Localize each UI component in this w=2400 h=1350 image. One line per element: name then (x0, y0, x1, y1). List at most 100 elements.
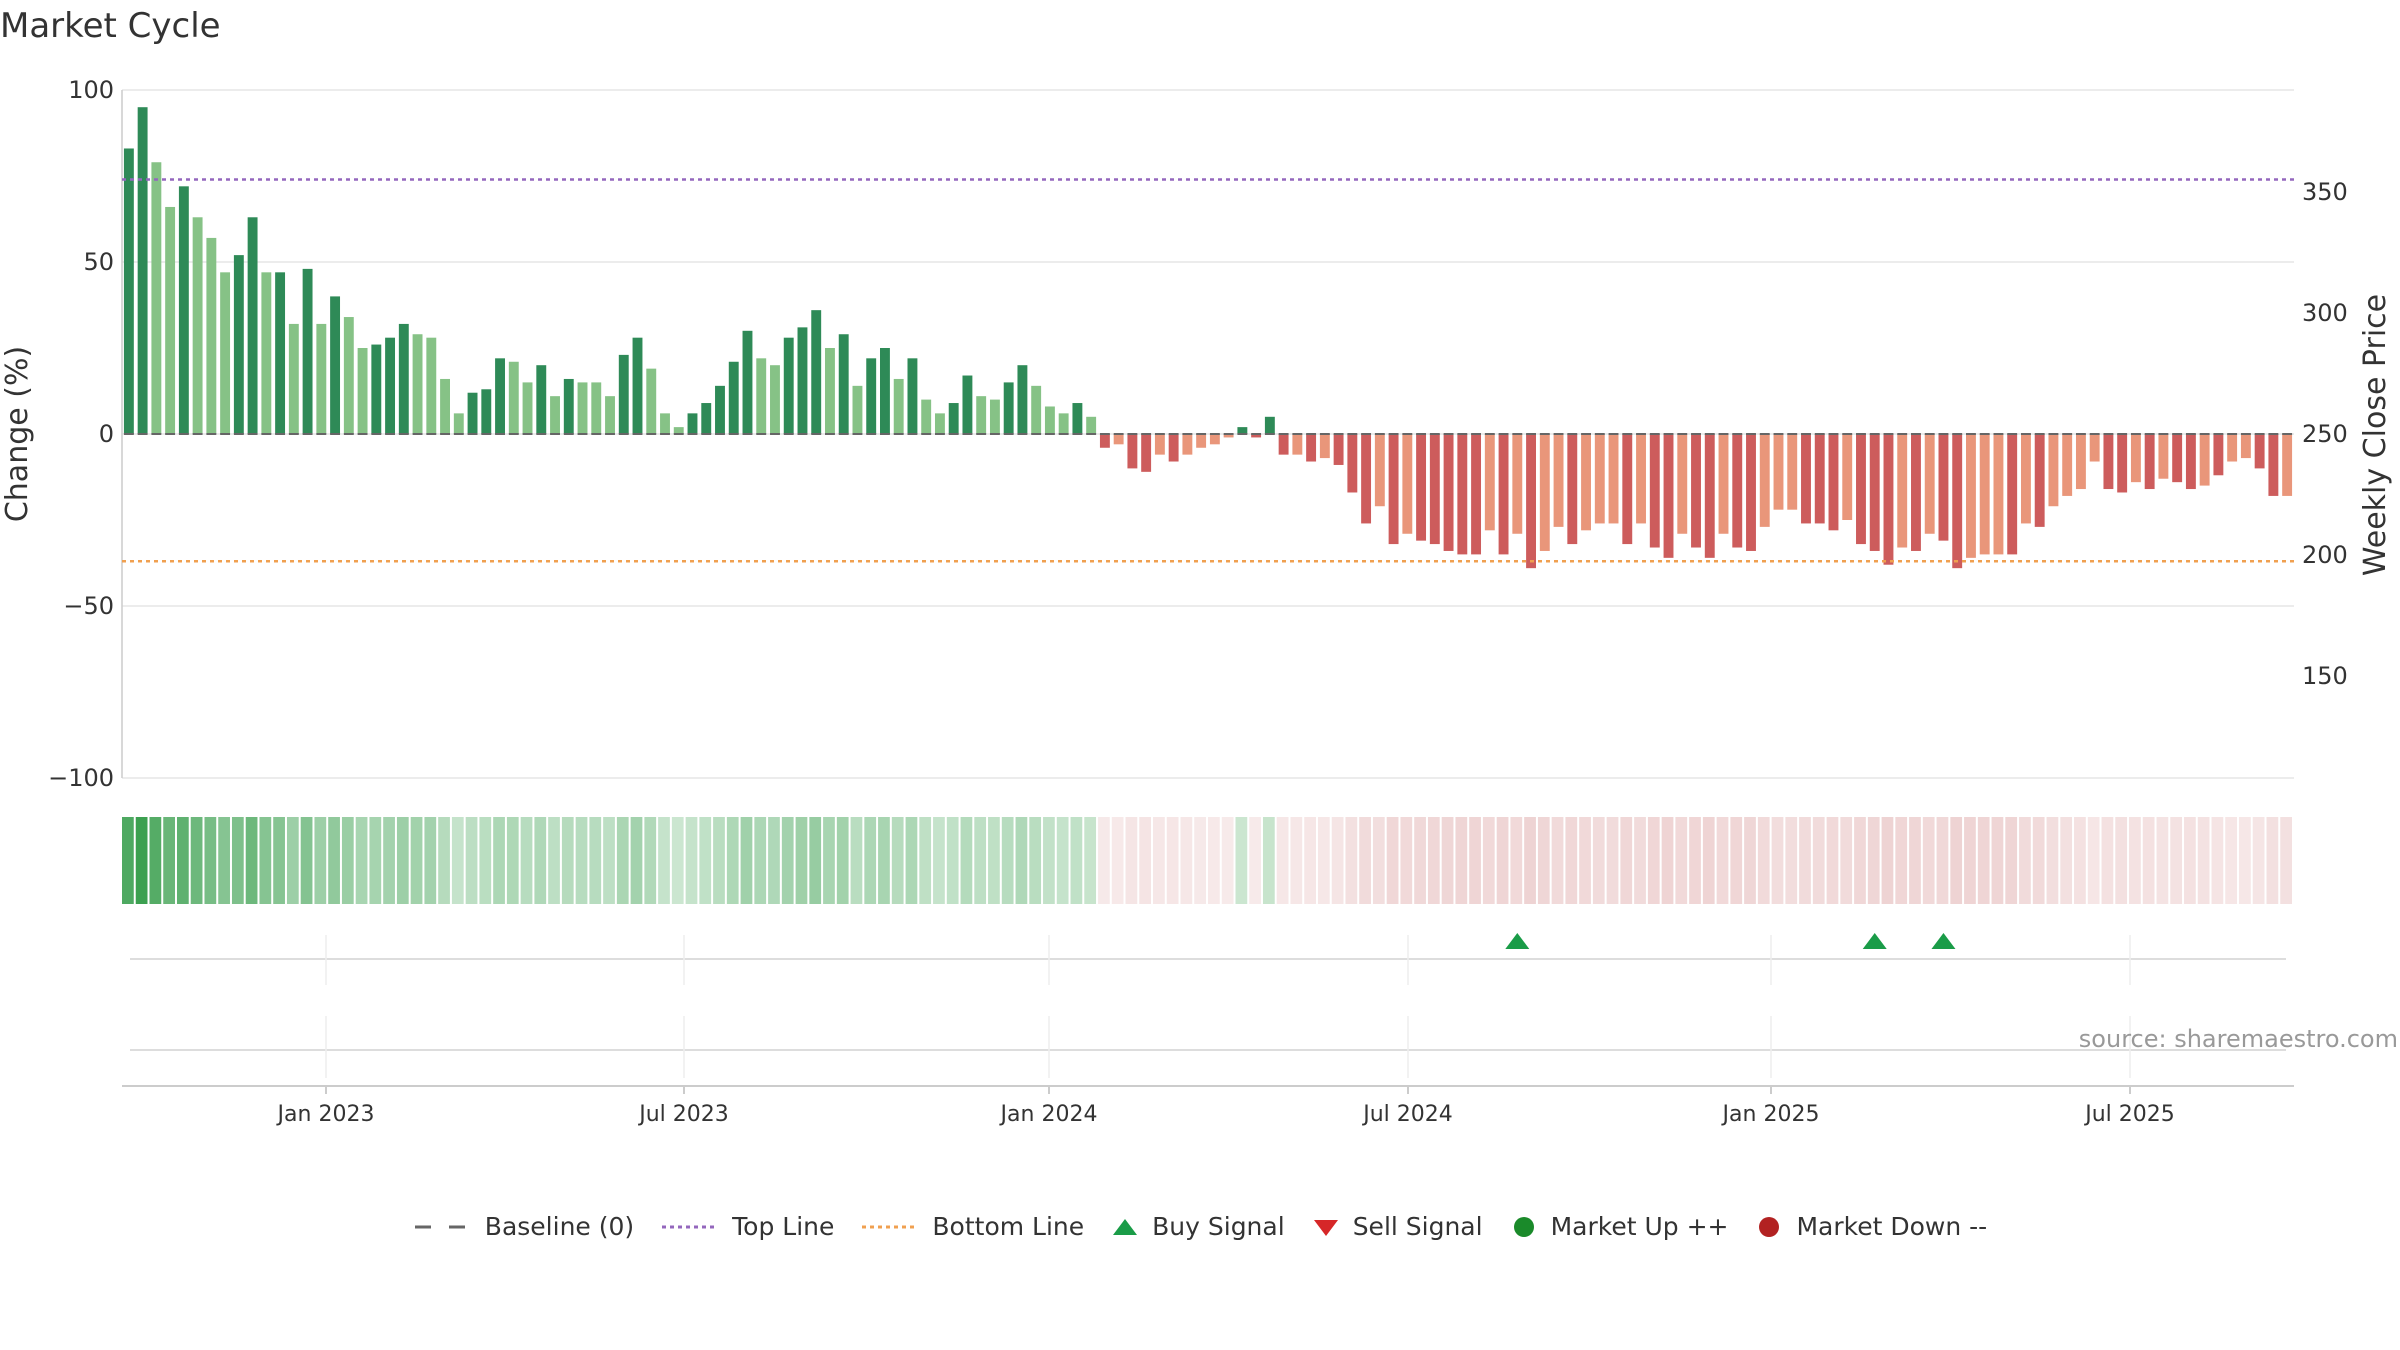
bar (2075, 434, 2086, 490)
heat-cell (1098, 817, 1110, 904)
heat-cell (1689, 817, 1701, 904)
y2-axis-title: Weekly Close Price (2358, 294, 2393, 576)
heat-cell (2170, 817, 2183, 904)
triangle-mark (1113, 1218, 1138, 1235)
bar (233, 255, 244, 434)
y-tick-label: 100 (68, 76, 114, 104)
heat-cell (1606, 817, 1619, 904)
bar (1333, 434, 1344, 465)
bar (1539, 434, 1550, 551)
bar (1636, 434, 1646, 524)
bar (660, 413, 670, 434)
bar (948, 403, 959, 434)
heat-cell (1043, 817, 1055, 904)
heat-cell (1551, 817, 1564, 904)
bar (1869, 434, 1880, 551)
heat-cell (988, 817, 1000, 904)
heat-cell (1441, 817, 1454, 904)
bar (591, 382, 602, 434)
heat-cell (286, 817, 299, 904)
bar (2144, 434, 2155, 490)
bar (1278, 434, 1289, 455)
bar (1182, 434, 1193, 455)
heat-cell (2197, 817, 2210, 904)
bar (206, 237, 217, 434)
heat-cell (2046, 817, 2059, 904)
legend-dotted-icon (862, 1225, 917, 1228)
bar (783, 337, 794, 434)
heat-cell (1881, 817, 1894, 904)
heat-cell (575, 817, 588, 904)
heat-cell (1015, 817, 1028, 904)
bar (508, 361, 519, 434)
y-axis-title: Change (%) (0, 346, 35, 522)
heat-cell (2156, 817, 2169, 904)
legend-item-top-line[interactable]: Top Line (660, 1212, 834, 1241)
heat-cell (314, 817, 327, 904)
heat-cell (438, 817, 450, 904)
bar (687, 413, 698, 434)
bar (934, 413, 945, 434)
legend-item-bottom-line[interactable]: Bottom Line (860, 1212, 1084, 1241)
bar (1801, 434, 1811, 524)
heat-cell (1826, 817, 1839, 904)
bar (728, 361, 739, 434)
bar (1677, 434, 1688, 534)
bar (1044, 406, 1055, 434)
heat-cell (1510, 817, 1523, 904)
x-tick-label: Jul 2025 (2083, 1102, 2175, 1127)
bar (467, 392, 478, 434)
heat-cell (713, 817, 725, 904)
chart-legend: Baseline (0) Top Line Bottom Line Buy Signa… (0, 1212, 2400, 1241)
heat-cell (905, 817, 918, 904)
heat-cell (1785, 817, 1798, 904)
heat-cell (218, 817, 230, 904)
bar (2130, 434, 2141, 483)
heat-cell (2115, 817, 2128, 904)
heat-cell (245, 817, 258, 904)
heat-cell (2087, 817, 2100, 904)
bar (1484, 434, 1495, 531)
heat-cell (946, 817, 959, 904)
heat-cell (1840, 817, 1853, 904)
bar (1952, 434, 1963, 569)
bar (1608, 434, 1619, 524)
bar (1402, 434, 1413, 534)
heat-cell (1249, 817, 1261, 904)
x-tick-label: Jan 2024 (999, 1102, 1098, 1127)
bar (137, 107, 148, 434)
heat-cell (1029, 817, 1042, 904)
heat-cell (1812, 817, 1825, 904)
bar (1856, 434, 1866, 545)
bar (1306, 434, 1317, 462)
legend-item-market-up[interactable]: Market Up ++ (1509, 1212, 1728, 1241)
legend-item-baseline[interactable]: Baseline (0) (413, 1212, 634, 1241)
bar (825, 348, 835, 434)
heat-cell (658, 817, 670, 904)
heat-cell (273, 817, 285, 904)
heat-cell (864, 817, 877, 904)
heat-cell (328, 817, 340, 904)
heat-cell (1661, 817, 1674, 904)
heat-cell (1084, 817, 1097, 904)
bar (1347, 434, 1358, 493)
bar (1017, 365, 1028, 434)
heat-cell (1936, 817, 1949, 904)
heat-cell (1977, 817, 1990, 904)
legend-item-market-down[interactable]: Market Down -- (1754, 1212, 1987, 1241)
bar (1759, 434, 1770, 527)
heat-cell (1867, 817, 1880, 904)
bar (1938, 434, 1949, 541)
heat-cell (2060, 817, 2073, 904)
heat-cell (1414, 817, 1426, 904)
legend-item-sell[interactable]: Sell Signal (1311, 1212, 1483, 1241)
circle-mark (1759, 1216, 1780, 1237)
bar (2007, 434, 2018, 555)
bar (1594, 434, 1605, 524)
legend-item-buy[interactable]: Buy Signal (1110, 1212, 1285, 1241)
heat-cell (1482, 817, 1495, 904)
legend-label: Bottom Line (932, 1212, 1085, 1241)
bar (1319, 434, 1330, 459)
bar (1113, 434, 1124, 445)
